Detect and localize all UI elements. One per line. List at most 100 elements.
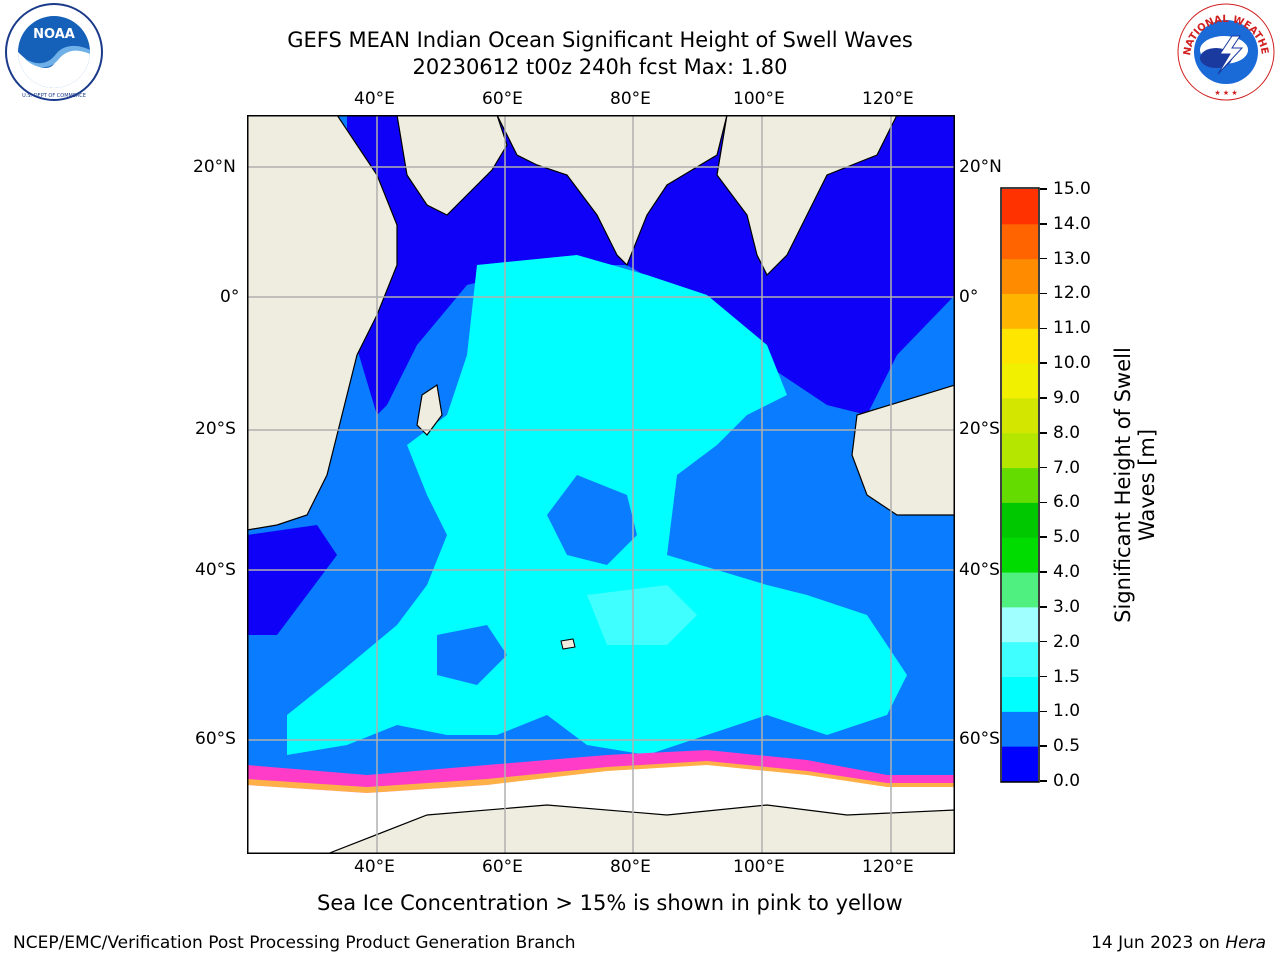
- ocean-deep-sw: [247, 525, 337, 635]
- ocean-mid-patch: [547, 475, 637, 565]
- lon-label-top-100e: 100°E: [733, 89, 785, 109]
- land-kerguelen: [560, 638, 576, 650]
- colorbar-tick-mark: [1040, 362, 1047, 364]
- lon-label-bottom-40e: 40°E: [354, 857, 395, 877]
- colorbar-tick-label: 12.0: [1053, 283, 1091, 304]
- lon-label-top-40e: 40°E: [354, 89, 395, 109]
- colorbar-tick-label: 10.0: [1053, 353, 1091, 374]
- lat-label-right-20s: 20°S: [959, 419, 1000, 439]
- colorbar-tick-mark: [1040, 606, 1047, 608]
- colorbar-swatch: [1002, 537, 1038, 573]
- land-india: [496, 115, 728, 267]
- colorbar-tick-label: 0.5: [1053, 736, 1081, 757]
- colorbar-tick-mark: [1040, 571, 1047, 573]
- svg-text:U.S. DEPT OF COMMERCE: U.S. DEPT OF COMMERCE: [22, 93, 86, 99]
- colorbar-swatch: [1002, 293, 1038, 329]
- lat-label-left-40s: 40°S: [195, 560, 236, 580]
- map-frame: [247, 115, 955, 854]
- colorbar-label-line2: Waves [m]: [1135, 428, 1159, 542]
- lon-label-bottom-60e: 60°E: [482, 857, 523, 877]
- colorbar-tick-mark: [1040, 292, 1047, 295]
- colorbar-swatch: [1002, 397, 1038, 434]
- chart-subtitle: 20230612 t00z 240h fcst Max: 1.80: [412, 55, 788, 79]
- land-madagascar: [416, 383, 443, 436]
- colorbar-swatch: [1002, 606, 1038, 643]
- footer-branch: NCEP/EMC/Verification Post Processing Pr…: [13, 933, 576, 953]
- colorbar-swatch: [1002, 641, 1038, 678]
- ice-edge-orange: [247, 761, 955, 793]
- colorbar-tick-mark: [1040, 327, 1047, 330]
- colorbar-tick-mark: [1040, 257, 1047, 260]
- sea-ice-notice: Sea Ice Concentration > 15% is shown in …: [317, 891, 903, 915]
- colorbar-swatch: [1002, 502, 1038, 538]
- colorbar-swatches: [1000, 187, 1040, 783]
- colorbar-tick-label: 1.0: [1053, 701, 1081, 722]
- lon-label-bottom-80e: 80°E: [610, 857, 651, 877]
- lon-label-bottom-100e: 100°E: [733, 857, 785, 877]
- colorbar: [1000, 187, 1040, 783]
- colorbar-swatch: [1002, 711, 1038, 747]
- colorbar-swatch: [1002, 572, 1038, 608]
- colorbar-tick-label: 1.5: [1053, 666, 1081, 687]
- colorbar-swatch: [1002, 746, 1038, 782]
- noaa-logo: NOAA U.S. DEPT OF COMMERCE: [4, 2, 104, 102]
- nws-logo: NATIONAL WEATHER SERVICE ★ ★ ★: [1172, 0, 1276, 102]
- colorbar-swatch: [1002, 223, 1038, 260]
- lat-label-right-60s: 60°S: [959, 729, 1000, 749]
- colorbar-tick-label: 7.0: [1053, 457, 1081, 478]
- colorbar-swatch: [1002, 258, 1038, 294]
- chart-title: GEFS MEAN Indian Ocean Significant Heigh…: [287, 28, 913, 52]
- map-grid: [247, 115, 955, 854]
- lat-label-left-20n: 20°N: [193, 157, 236, 177]
- lat-label-left-0: 0°: [220, 287, 240, 307]
- ocean-lighter-patch: [587, 585, 697, 645]
- lon-label-top-120e: 120°E: [862, 89, 914, 109]
- footer-date-text: 14 Jun 2023 on: [1091, 933, 1226, 953]
- noaa-logo-text: NOAA: [33, 27, 75, 42]
- svg-text:★ ★ ★: ★ ★ ★: [1214, 89, 1237, 97]
- colorbar-ticks: 0.0 0.5 1.0 1.5 2.0 3.0 4.0 5.0 6.0 7.0 8.0 9.0 10.0…: [1040, 179, 1110, 791]
- colorbar-swatch: [1002, 676, 1038, 712]
- colorbar-tick-label: 2.0: [1053, 631, 1081, 652]
- colorbar-tick-mark: [1040, 675, 1047, 678]
- colorbar-tick-mark: [1040, 710, 1047, 713]
- lat-label-left-20s: 20°S: [195, 419, 236, 439]
- footer-date: 14 Jun 2023 on Hera: [1091, 933, 1266, 953]
- colorbar-tick-mark: [1040, 223, 1047, 225]
- colorbar-label-line1: Significant Height of Swell: [1111, 347, 1135, 623]
- colorbar-frame: [1000, 187, 1040, 783]
- colorbar-tick-label: 5.0: [1053, 527, 1081, 548]
- colorbar-tick-mark: [1040, 745, 1047, 747]
- colorbar-tick-mark: [1040, 397, 1047, 399]
- land-antarctica: [326, 804, 955, 854]
- colorbar-tick-mark: [1040, 466, 1047, 469]
- colorbar-tick-label: 13.0: [1053, 248, 1091, 269]
- colorbar-tick-label: 14.0: [1053, 213, 1091, 234]
- colorbar-tick-mark: [1040, 432, 1047, 434]
- ocean-mid-patch-2: [437, 625, 507, 685]
- lat-label-right-0: 0°: [959, 287, 979, 307]
- colorbar-tick-label: 6.0: [1053, 492, 1081, 513]
- lat-label-right-20n: 20°N: [959, 157, 1002, 177]
- land-africa: [247, 115, 398, 531]
- colorbar-tick-label: 15.0: [1053, 179, 1091, 199]
- colorbar-tick-label: 9.0: [1053, 387, 1081, 408]
- lat-label-right-40s: 40°S: [959, 560, 1000, 580]
- colorbar-tick-label: 0.0: [1053, 771, 1081, 791]
- land-australia: [851, 384, 955, 516]
- footer-machine: Hera: [1225, 933, 1266, 953]
- colorbar-swatch: [1002, 432, 1038, 469]
- colorbar-tick-label: 4.0: [1053, 562, 1081, 583]
- colorbar-swatch: [1002, 189, 1038, 225]
- lon-label-bottom-120e: 120°E: [862, 857, 914, 877]
- colorbar-tick-mark: [1040, 780, 1047, 782]
- lon-label-top-60e: 60°E: [482, 89, 523, 109]
- colorbar-tick-label: 11.0: [1053, 318, 1091, 339]
- colorbar-tick-mark: [1040, 536, 1047, 538]
- colorbar-swatch: [1002, 363, 1038, 399]
- colorbar-tick-label: 8.0: [1053, 422, 1081, 443]
- colorbar-tick-label: 3.0: [1053, 596, 1081, 617]
- map-panel: [247, 115, 955, 854]
- land-arabia: [396, 115, 508, 216]
- colorbar-swatch: [1002, 328, 1038, 364]
